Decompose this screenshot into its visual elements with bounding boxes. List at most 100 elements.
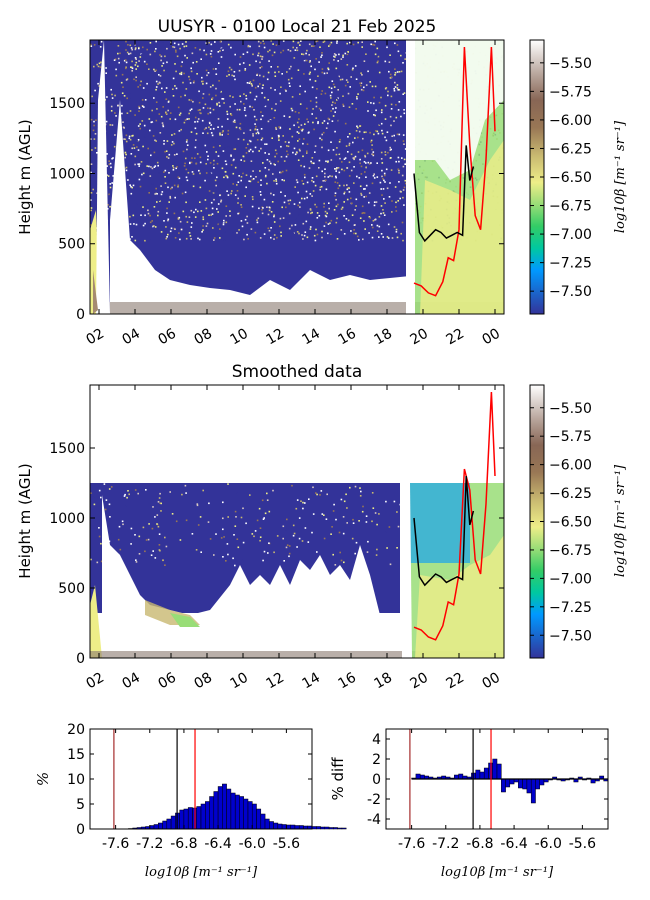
x-tick-label: 08 [192, 670, 215, 693]
histogram-bar [539, 778, 545, 786]
x-tick-label: 10 [228, 326, 251, 349]
histogram-bar [286, 824, 291, 830]
y-axis-label: % diff [329, 757, 347, 801]
y-tick-label: 0 [76, 651, 85, 667]
histogram-bar [496, 763, 502, 780]
histogram-bar [260, 813, 266, 830]
x-tick-label: -6.0 [239, 836, 266, 852]
y-tick-label: 1000 [49, 166, 85, 182]
black-profile-line [413, 145, 475, 243]
x-tick-label: -7.6 [398, 836, 425, 852]
colorbar-tick-label: −5.75 [549, 84, 592, 100]
x-tick-label: 18 [372, 670, 395, 693]
x-tick-label: -6.0 [535, 836, 562, 852]
red-profile-line [413, 46, 496, 297]
histogram-bar [526, 778, 532, 794]
colorbar-tick-label: −6.75 [549, 543, 592, 559]
y-axis-label: Height m (AGL) [16, 119, 34, 234]
histogram-bar [458, 773, 464, 780]
histogram-bar [264, 818, 270, 830]
colorbar-tick-label: −7.50 [549, 628, 592, 644]
histogram-bar [213, 791, 219, 830]
colorbar-label: log10β [m⁻¹ sr⁻¹] [613, 464, 628, 577]
x-tick-label: 00 [480, 670, 503, 693]
x-tick-label: 14 [300, 670, 324, 693]
y-tick-label: 1000 [49, 511, 85, 527]
x-tick-label: 02 [84, 326, 107, 349]
histogram-bar [158, 822, 163, 830]
x-tick-label: 12 [264, 326, 287, 349]
colorbar-tick-label: −7.50 [549, 284, 592, 300]
y-tick-label: -2 [367, 792, 381, 808]
histogram-bar [505, 778, 511, 788]
x-tick-label: 02 [84, 670, 107, 693]
y-tick-label: 0 [76, 307, 85, 323]
histogram-panel: 0 5 10 15 20 -7.6 -7.2 -6.8 -6.4 -6.0 -5.6 % log10… [34, 722, 347, 880]
histogram-bar [522, 778, 528, 790]
histogram-bar [209, 796, 215, 830]
colorbar-tick-label: −5.50 [549, 401, 592, 417]
histogram-bar [269, 821, 274, 830]
histogram-bar [149, 825, 155, 830]
x-tick-label: -7.2 [432, 836, 459, 852]
histogram-bar [243, 798, 249, 830]
x-tick-label: 22 [444, 326, 467, 349]
y-axis-label: % [34, 772, 52, 786]
histogram-bar [200, 803, 206, 830]
chart-title: Smoothed data [232, 362, 363, 382]
x-tick-label: -7.6 [102, 836, 129, 852]
plot-frame [385, 728, 609, 830]
x-tick-label: 22 [444, 670, 467, 693]
x-tick-label: -5.6 [569, 836, 596, 852]
histogram-bar [179, 809, 185, 830]
histogram-bar [166, 818, 172, 830]
x-axis-label: log10β [m⁻¹ sr⁻¹] [145, 865, 258, 880]
histogram-bar [247, 801, 253, 830]
y-tick-label: 1500 [49, 441, 85, 457]
y-axis-label: Height m (AGL) [16, 463, 34, 578]
x-tick-label: 04 [120, 670, 144, 693]
x-tick-label: -6.8 [170, 836, 197, 852]
histogram-bar [328, 827, 334, 830]
colorbar-tick-label: −6.50 [549, 170, 592, 186]
histogram-bar [217, 786, 223, 830]
histogram-bar [170, 815, 176, 830]
histogram-bar [475, 769, 481, 780]
histogram-bar [298, 825, 304, 830]
x-axis-label: log10β [m⁻¹ sr⁻¹] [441, 865, 554, 880]
colorbar-tick-label: −6.25 [549, 486, 592, 502]
heatmap-area [90, 40, 504, 314]
y-tick-label: 20 [67, 722, 85, 738]
histogram-bar [281, 824, 287, 830]
colorbar-tick-label: −7.00 [549, 571, 592, 587]
histogram-bar [530, 778, 536, 804]
x-tick-label: -5.6 [273, 836, 300, 852]
colorbar-tick-label: −6.50 [549, 515, 592, 531]
colorbar-tick-label: −7.25 [549, 600, 592, 616]
histogram-bar [162, 820, 168, 830]
histogram-bar [251, 803, 257, 830]
histogram-bar [492, 758, 498, 780]
x-tick-label: 08 [192, 326, 215, 349]
colorbar-tick-label: −5.75 [549, 429, 592, 445]
y-tick-label: 5 [76, 797, 85, 813]
histogram-bar [501, 778, 506, 793]
histogram-bar [483, 767, 489, 780]
y-tick-label: 4 [372, 732, 381, 748]
x-tick-label: 10 [228, 670, 251, 693]
y-tick-label: 500 [58, 237, 85, 253]
histogram-bar [518, 778, 523, 789]
histogram-bar [333, 827, 338, 830]
x-tick-label: 20 [408, 670, 431, 693]
colorbar-tick-label: −6.00 [549, 458, 592, 474]
x-tick-label: 06 [156, 326, 180, 349]
histogram-bar [239, 796, 244, 830]
colorbar-tick-label: −6.25 [549, 141, 592, 157]
x-tick-label: -6.8 [466, 836, 493, 852]
y-tick-label: -4 [367, 812, 381, 828]
histogram-bar [290, 824, 296, 830]
colorbar-tick-label: −6.00 [549, 113, 592, 129]
histogram-bar [311, 826, 317, 830]
x-tick-label: 00 [480, 326, 503, 349]
